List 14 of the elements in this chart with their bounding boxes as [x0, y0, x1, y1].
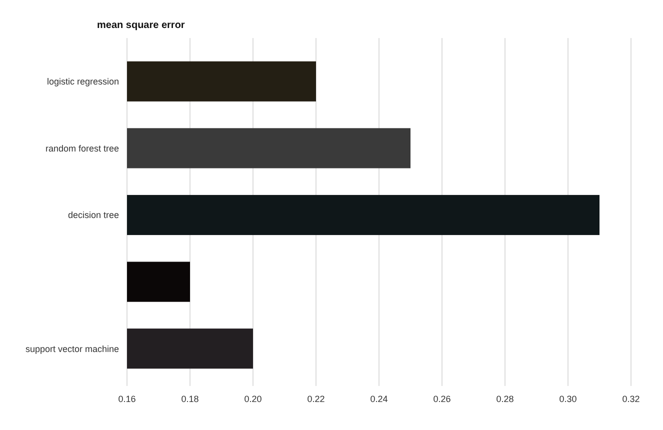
y-tick-label: random forest tree	[45, 143, 119, 154]
x-tick-label: 0.18	[181, 394, 199, 404]
y-tick-label: support vector machine	[25, 344, 119, 354]
x-tick-label: 0.26	[433, 394, 451, 404]
x-tick-label: 0.32	[622, 394, 640, 404]
y-tick-label: logistic regression	[46, 76, 119, 87]
x-tick-label: 0.24	[370, 394, 388, 404]
x-tick-label: 0.28	[496, 394, 514, 404]
x-tick-label: 0.22	[307, 394, 325, 404]
x-tick-label: 0.20	[244, 394, 262, 404]
x-tick-label: 0.30	[559, 394, 577, 404]
x-tick-label: 0.16	[118, 394, 136, 404]
chart-title: mean square error	[97, 20, 185, 31]
y-tick-label: decision tree	[68, 210, 119, 220]
